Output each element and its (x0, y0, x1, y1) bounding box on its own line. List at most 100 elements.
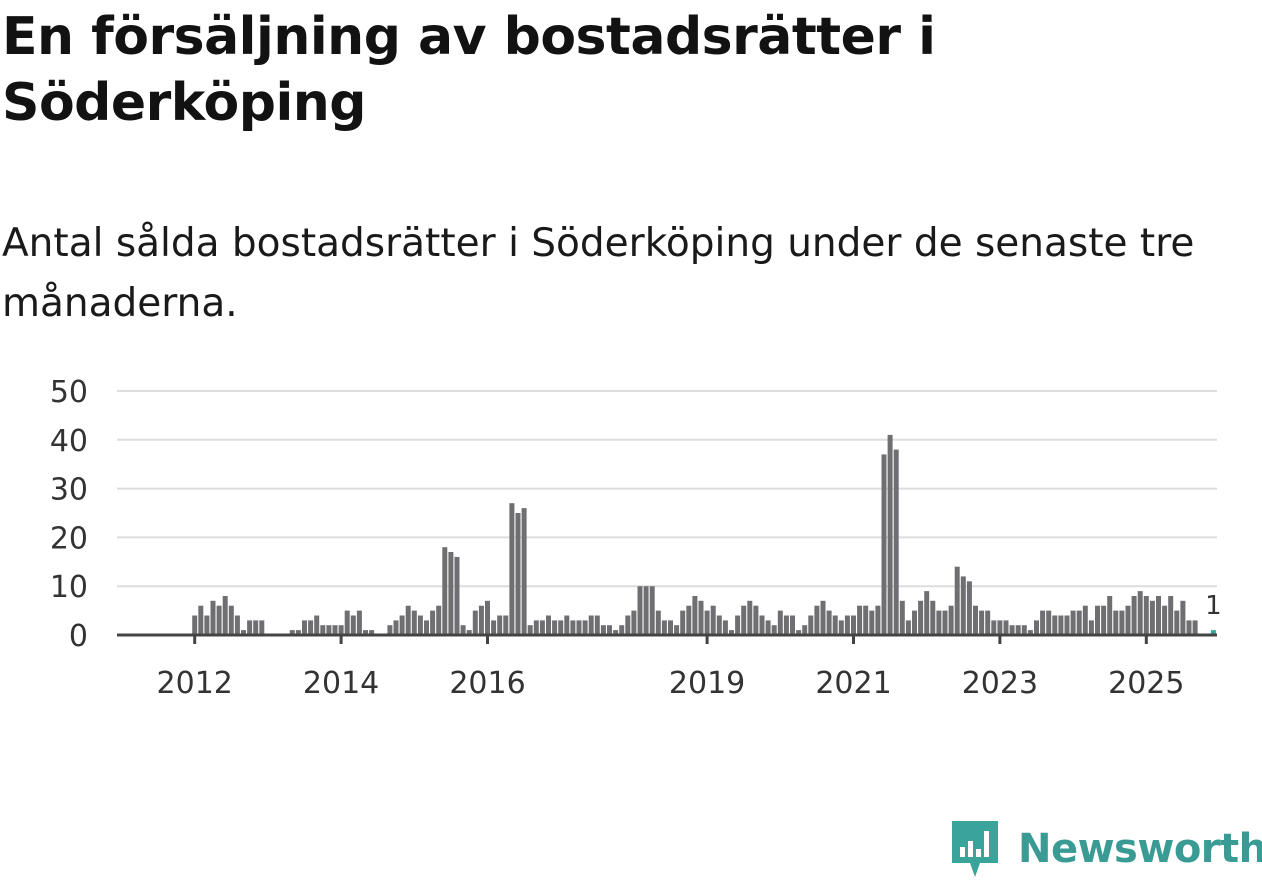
bar (454, 556, 460, 635)
bar (204, 615, 210, 635)
bar (631, 610, 637, 635)
bar (997, 620, 1003, 635)
bar (460, 625, 466, 635)
bar (985, 610, 991, 635)
bar (741, 605, 747, 635)
bar (613, 630, 619, 635)
bar (912, 610, 917, 635)
bar (411, 610, 417, 635)
bar (405, 605, 411, 635)
bar (808, 615, 814, 635)
bar (576, 620, 582, 635)
bar (332, 625, 338, 635)
bar (777, 610, 783, 635)
y-tick-label-30: 30 (50, 473, 88, 508)
bar (369, 630, 375, 635)
bar (289, 630, 295, 635)
bar (851, 615, 856, 635)
bar (698, 600, 704, 635)
bar (521, 508, 527, 635)
bar (546, 615, 551, 635)
bar (228, 605, 234, 635)
bar (1101, 605, 1107, 635)
bar (680, 610, 686, 635)
y-tick-label-20: 20 (50, 521, 88, 556)
axes (117, 633, 1217, 644)
bar (820, 600, 826, 635)
chart-title: En försäljning av bostadsrätter i Söderk… (2, 7, 936, 133)
bar (838, 620, 844, 635)
bar (655, 610, 661, 635)
bar (881, 454, 887, 635)
labels: 0 10 20 30 40 50 2012 2014 2016 2019 2021 2023 2025 1 (50, 375, 1222, 701)
bar (899, 600, 905, 635)
bar (600, 625, 606, 635)
bar (424, 620, 429, 635)
bar (973, 605, 978, 635)
bar (619, 625, 625, 635)
bar (295, 630, 301, 635)
bar (478, 605, 484, 635)
bar (1162, 605, 1168, 635)
x-tick-label-2012: 2012 (157, 666, 233, 701)
bar (893, 449, 899, 635)
bar-highlight (1210, 630, 1216, 635)
bar (594, 615, 600, 635)
bar (466, 630, 472, 635)
bar (674, 625, 680, 635)
bar (735, 615, 741, 635)
bar (747, 600, 753, 635)
bar (509, 503, 515, 635)
bar (570, 620, 576, 635)
bar (1076, 610, 1082, 635)
bar (668, 620, 673, 635)
bar (790, 615, 795, 635)
bar (1046, 610, 1052, 635)
bar (869, 610, 875, 635)
x-tick-label-2014: 2014 (303, 666, 379, 701)
bar (558, 620, 564, 635)
bar (1015, 625, 1021, 635)
bar (844, 615, 850, 635)
newsworthy-logo-icon (952, 821, 998, 877)
bar (338, 625, 344, 635)
bar (857, 605, 863, 635)
bar (1058, 615, 1064, 635)
bar (1088, 620, 1094, 635)
bar (308, 620, 314, 635)
x-tick-label-2023: 2023 (962, 666, 1038, 701)
bar (564, 615, 570, 635)
bar (448, 552, 454, 635)
bar (942, 610, 948, 635)
x-tick-label-2016: 2016 (449, 666, 525, 701)
bar (1125, 605, 1131, 635)
bar (344, 610, 350, 635)
bar (1119, 610, 1125, 635)
bars (192, 434, 1216, 635)
bar (356, 610, 362, 635)
bar (704, 610, 710, 635)
x-tick-label-2019: 2019 (669, 666, 745, 701)
chart-subtitle: Antal sålda bostadsrätter i Söderköping … (2, 221, 1195, 326)
bar (241, 630, 246, 635)
bar (1009, 625, 1015, 635)
bar (1040, 610, 1046, 635)
bar (399, 615, 405, 635)
bar (692, 596, 698, 635)
bar (527, 625, 533, 635)
bar (1156, 596, 1161, 635)
bar (192, 615, 198, 635)
bar (350, 615, 356, 635)
bar-chart: 0 10 20 30 40 50 2012 2014 2016 2019 2021 2023 2025 1 (50, 375, 1222, 701)
bar (1003, 620, 1009, 635)
bar (716, 615, 722, 635)
y-tick-label-50: 50 (50, 375, 88, 410)
bar (417, 615, 423, 635)
bar (302, 620, 307, 635)
bar (1131, 596, 1137, 635)
bar (863, 605, 869, 635)
bar (582, 620, 588, 635)
bar (497, 615, 503, 635)
bar (1021, 625, 1027, 635)
bar (1168, 596, 1174, 635)
